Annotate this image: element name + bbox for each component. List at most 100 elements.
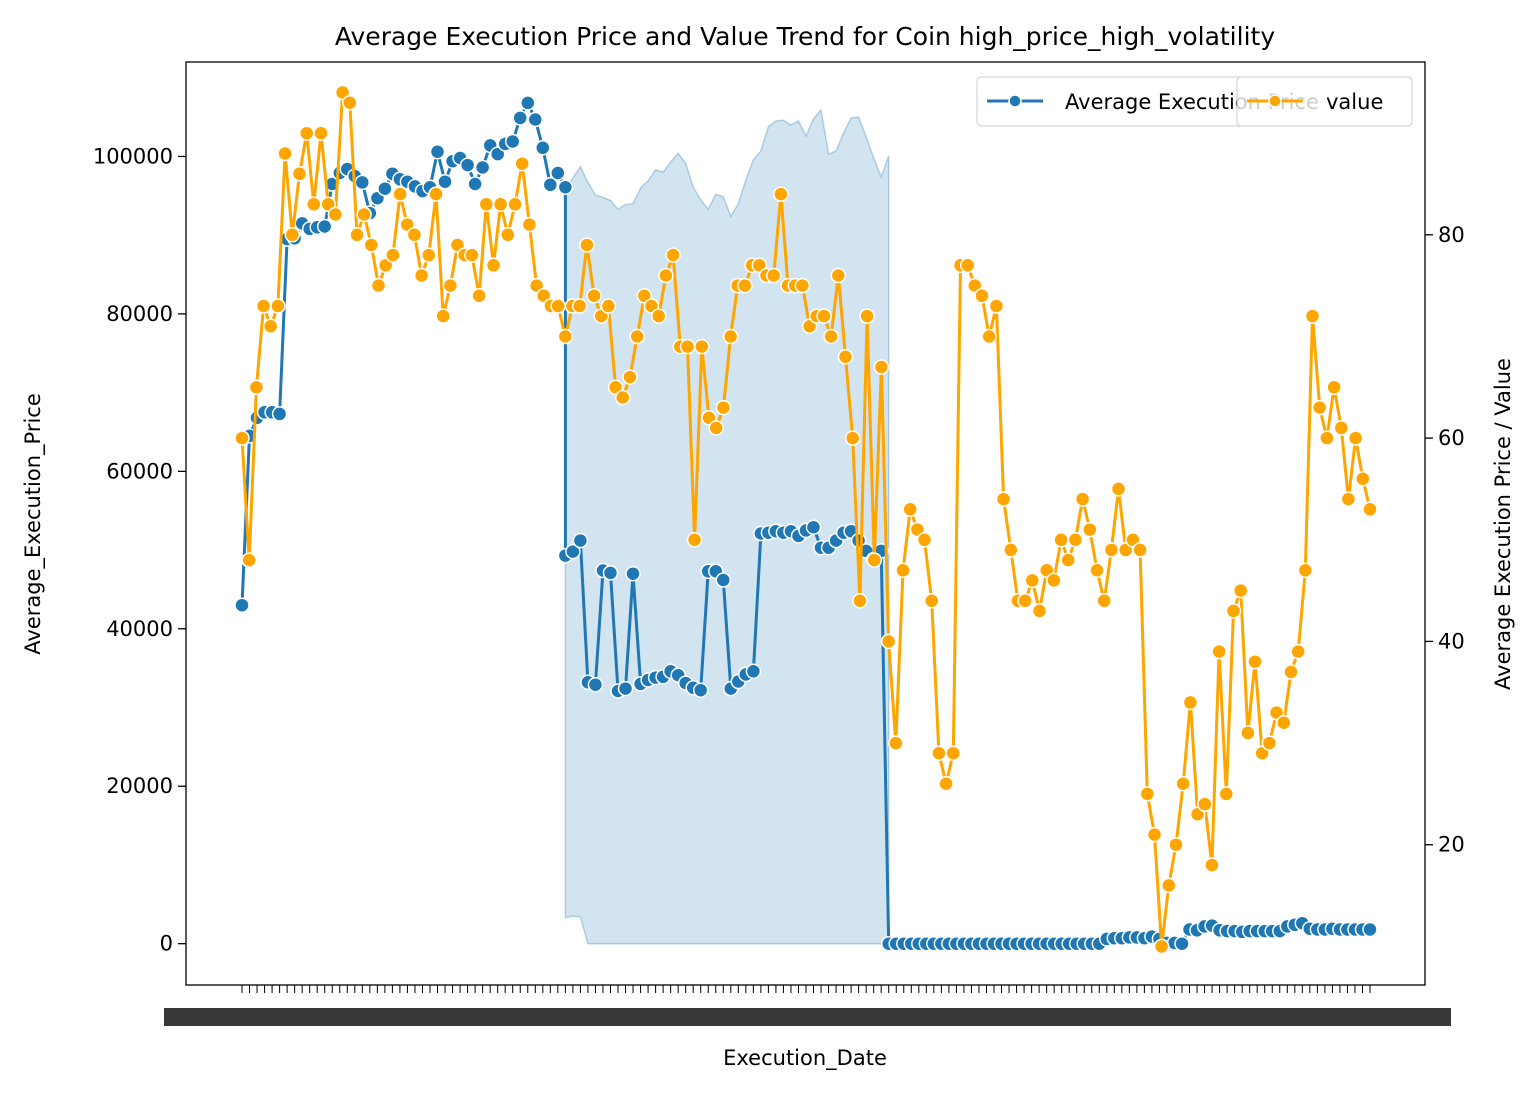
x-axis-ticks xyxy=(164,985,1451,1026)
x-axis-label: Execution_Date xyxy=(723,1046,887,1071)
price-point xyxy=(572,532,589,549)
value-point xyxy=(284,227,301,243)
value-point xyxy=(306,196,322,213)
value-point xyxy=(1053,532,1069,548)
value-point xyxy=(1362,501,1378,518)
value-point xyxy=(1276,714,1292,731)
value-point xyxy=(270,298,286,314)
price-point xyxy=(316,218,333,235)
value-point xyxy=(241,552,257,568)
value-point xyxy=(1297,562,1314,579)
value-point xyxy=(1290,643,1306,660)
value-point xyxy=(737,277,753,294)
value-point xyxy=(694,338,710,355)
value-point xyxy=(902,501,918,518)
price-point xyxy=(535,140,551,156)
value-point xyxy=(1024,572,1041,589)
left-tick-label: 100000 xyxy=(93,144,173,168)
price-point xyxy=(625,565,641,582)
value-point xyxy=(1311,399,1328,416)
price-point xyxy=(715,572,732,588)
value-point xyxy=(1261,735,1278,751)
price-point xyxy=(1174,935,1190,952)
value-point xyxy=(866,552,883,568)
value-point xyxy=(413,267,430,284)
value-point xyxy=(1161,877,1177,894)
value-point xyxy=(514,155,530,172)
value-point xyxy=(586,288,602,304)
value-point xyxy=(356,206,372,223)
value-point xyxy=(622,369,638,385)
value-point xyxy=(931,745,947,761)
value-point xyxy=(550,298,566,314)
value-point xyxy=(385,247,401,263)
legend-price-marker xyxy=(1008,94,1022,108)
value-point xyxy=(1110,481,1127,497)
value-point xyxy=(349,227,365,243)
price-point xyxy=(459,157,476,173)
value-point xyxy=(938,775,954,792)
value-point xyxy=(686,532,703,548)
left-tick-label: 0 xyxy=(160,932,173,956)
value-point xyxy=(363,237,380,253)
price-point xyxy=(429,143,446,160)
value-point xyxy=(435,308,451,324)
value-point xyxy=(837,349,854,365)
value-point xyxy=(615,389,631,406)
value-point xyxy=(392,186,408,202)
value-point xyxy=(600,298,617,314)
price-point xyxy=(745,663,762,680)
price-point xyxy=(565,543,581,560)
value-point xyxy=(895,562,911,579)
value-point xyxy=(579,237,595,253)
legend-value-marker xyxy=(1268,94,1282,108)
value-point xyxy=(959,257,976,274)
value-point xyxy=(1304,308,1321,324)
value-point xyxy=(1204,857,1220,873)
value-point xyxy=(823,328,839,345)
price-point xyxy=(617,680,634,697)
value-point xyxy=(492,196,509,213)
value-point xyxy=(421,247,437,263)
value-point xyxy=(1168,836,1184,853)
value-point xyxy=(1017,593,1033,609)
value-point xyxy=(313,125,329,141)
value-point xyxy=(629,328,645,345)
value-point xyxy=(916,532,933,548)
value-point xyxy=(708,420,724,436)
value-point xyxy=(1060,552,1076,568)
price-point xyxy=(512,110,528,126)
value-point xyxy=(507,196,523,213)
price-series-layer xyxy=(234,95,1378,952)
value-line xyxy=(240,91,1372,948)
price-point xyxy=(692,682,709,698)
value-point xyxy=(370,277,387,294)
legend-value-label: value xyxy=(1326,90,1383,114)
price-point xyxy=(550,165,566,181)
value-point xyxy=(471,288,487,304)
value-point xyxy=(1283,664,1299,680)
value-point xyxy=(1333,420,1350,436)
value-point xyxy=(1211,643,1227,660)
value-point xyxy=(1089,562,1105,579)
value-point xyxy=(262,318,279,335)
value-point xyxy=(1003,542,1019,558)
value-point xyxy=(428,186,444,202)
value-point xyxy=(234,430,250,446)
value-point xyxy=(277,145,293,162)
value-point xyxy=(521,216,538,233)
price-point xyxy=(587,676,604,693)
value-point xyxy=(773,186,789,202)
value-point xyxy=(995,491,1012,507)
value-point xyxy=(722,328,739,345)
value-point xyxy=(830,267,847,284)
value-point xyxy=(873,359,890,375)
value-point xyxy=(442,277,459,294)
value-point xyxy=(464,247,480,263)
value-point xyxy=(1182,694,1199,711)
value-point xyxy=(923,593,940,609)
value-point xyxy=(406,227,423,243)
value-point xyxy=(679,338,696,355)
value-series-layer xyxy=(234,84,1378,955)
